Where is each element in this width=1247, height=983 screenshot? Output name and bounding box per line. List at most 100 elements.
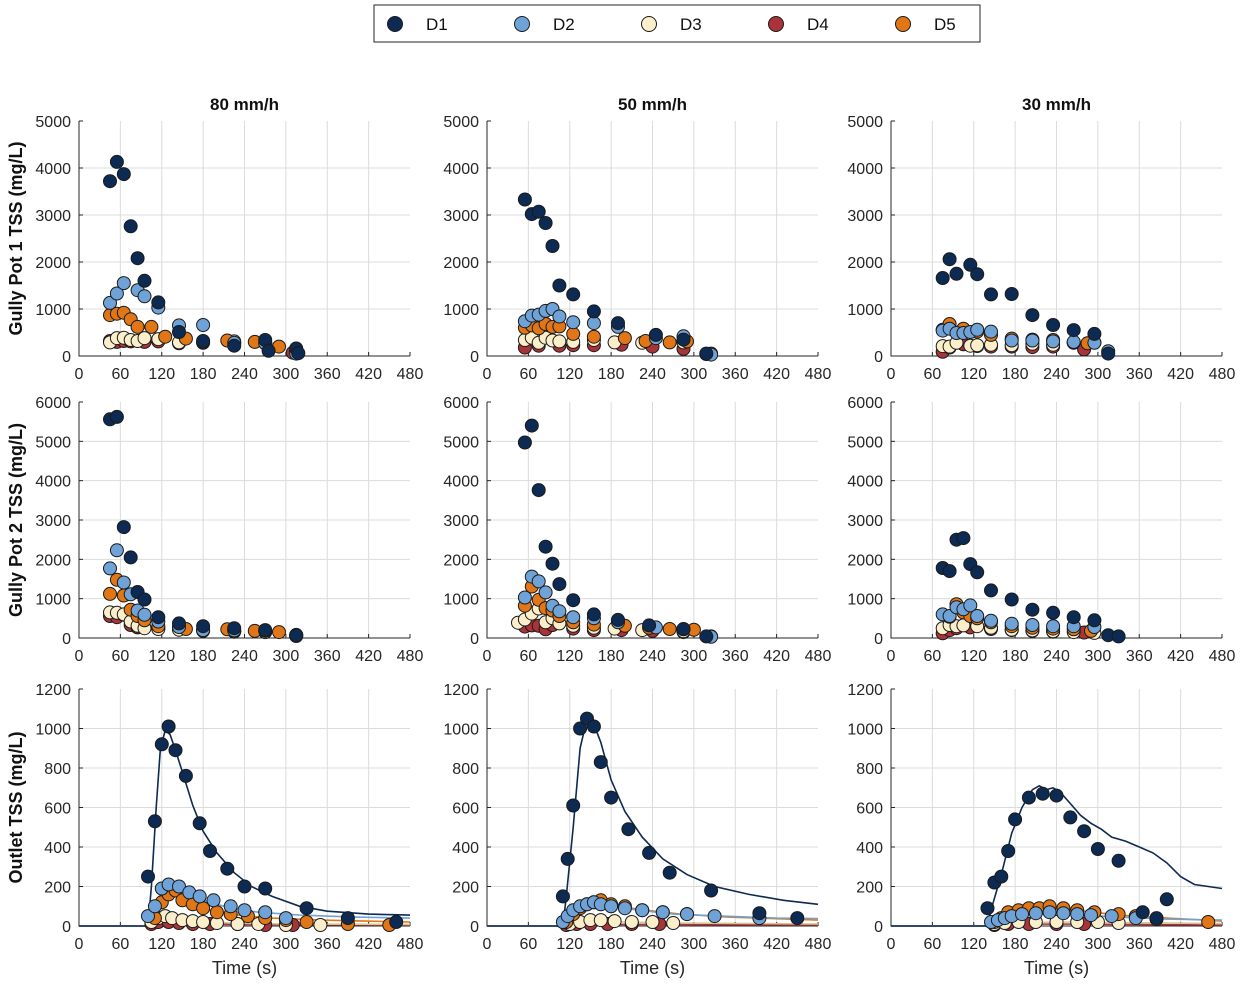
point-d2 [196,318,211,332]
y-tick-label: 1200 [443,682,479,699]
point-d1 [593,755,608,770]
point-d1 [178,768,193,783]
point-d2 [963,598,978,613]
y-tick-label: 5000 [35,114,71,131]
point-d1 [123,219,138,234]
x-tick-label: 420 [763,936,790,953]
point-d2 [680,907,694,922]
x-tick-label: 300 [273,648,300,665]
point-d1 [676,622,691,636]
x-tick-label: 0 [483,366,492,383]
point-d5 [662,622,677,636]
point-d1 [648,327,663,342]
panel-title: 80 mm/h [210,95,279,114]
x-tick-label: 420 [355,648,382,665]
point-d1 [1101,346,1116,361]
point-d1 [1063,810,1078,825]
legend-item-d4: D4 [768,15,829,34]
y-tick-label: 800 [44,761,71,778]
point-d1 [109,154,124,169]
x-tick-label: 180 [598,936,625,953]
y-tick-label: 4000 [443,161,479,178]
x-tick-label: 300 [681,936,708,953]
point-d1 [942,564,957,579]
point-d1 [1046,318,1061,332]
point-d1 [291,346,306,361]
x-tick-label: 180 [598,648,625,665]
point-d1 [192,816,207,831]
x-axis-label: Time (s) [620,958,685,978]
x-tick-label: 60 [519,366,537,383]
point-d1 [517,192,532,207]
x-tick-label: 60 [519,648,537,665]
point-d1 [790,911,805,926]
x-tick-label: 0 [887,366,896,383]
point-d2 [141,909,155,924]
point-d3 [137,331,152,346]
x-tick-label: 420 [763,648,790,665]
point-d1 [116,520,131,535]
legend-label-d1: D1 [426,15,448,34]
point-d3 [645,915,660,929]
point-d1 [611,316,625,331]
x-tick-label: 240 [1043,366,1070,383]
point-d1 [963,257,978,272]
point-d1 [752,906,767,921]
y-tick-label: 0 [62,919,71,936]
model-line-d1 [79,729,411,927]
y-tick-label: 2000 [847,255,883,272]
point-d2 [258,905,273,920]
x-tick-label: 480 [397,936,424,953]
y-tick-label: 400 [44,840,71,857]
legend-label-d3: D3 [680,15,702,34]
x-tick-label: 60 [923,366,941,383]
point-d1 [340,911,355,926]
x-tick-label: 420 [763,366,790,383]
y-tick-label: 4000 [35,474,71,491]
point-d3 [230,917,245,931]
legend-label-d4: D4 [807,15,829,34]
point-d5 [617,331,632,346]
y-tick-label: 1000 [35,722,71,739]
y-tick-label: 0 [874,919,883,936]
legend-label-d2: D2 [553,15,575,34]
x-tick-label: 300 [681,648,708,665]
point-d2 [116,276,131,291]
x-tick-label: 360 [314,366,341,383]
panel-title: 30 mm/h [1022,95,1091,114]
point-d2 [635,903,650,918]
x-tick-label: 360 [314,648,341,665]
point-d2 [1056,906,1071,921]
x-tick-label: 180 [190,936,217,953]
legend-marker-d5 [895,16,911,32]
panel-r1-c0: 0 60 120 180 240 300 360 420 480 0 1000 2000 3000 400… [6,395,423,665]
point-d1 [555,889,570,904]
x-tick-label: 120 [960,648,987,665]
point-d2 [223,899,238,914]
point-d2 [1084,908,1098,923]
point-d3 [196,915,211,929]
point-d1 [699,346,714,361]
point-d1 [956,531,971,546]
point-d1 [942,252,957,267]
x-tick-label: 60 [923,936,941,953]
point-d1 [566,593,581,608]
point-d3 [593,913,608,928]
point-d1 [1111,853,1126,868]
point-d1 [151,610,166,625]
point-d2 [566,315,581,330]
x-tick-label: 420 [355,936,382,953]
point-d2 [1025,333,1040,348]
point-d2 [552,604,567,619]
point-d1 [699,629,714,644]
point-d1 [1008,812,1023,827]
x-axis-label: Time (s) [212,958,277,978]
y-tick-label: 800 [856,761,883,778]
point-d1 [586,304,601,319]
model-line-d1 [487,717,819,927]
point-d1 [227,621,242,636]
point-d1 [299,901,314,916]
point-d2 [278,911,293,926]
point-d1 [172,616,186,631]
point-d1 [116,167,131,182]
